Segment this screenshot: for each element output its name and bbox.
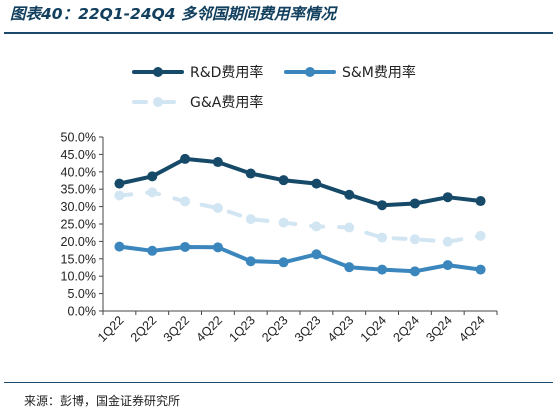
y-tick-label: 0.0% bbox=[68, 305, 97, 319]
data-point bbox=[278, 175, 289, 186]
legend: R&D费用率 S&M费用率 G&A费用率 bbox=[132, 64, 416, 111]
x-tick-label: 4Q24 bbox=[456, 313, 488, 345]
data-point bbox=[212, 242, 223, 253]
data-point bbox=[311, 178, 322, 189]
title-divider bbox=[4, 32, 553, 34]
series-line bbox=[117, 156, 483, 208]
x-axis: 1Q22 2Q22 3Q22 4Q22 1Q23 2Q23 3Q23 4Q23 1Q24 2Q24… bbox=[95, 310, 498, 345]
data-point bbox=[180, 153, 191, 164]
x-tick-label: 4Q22 bbox=[194, 313, 226, 345]
y-tick-label: 25.0% bbox=[61, 218, 96, 232]
data-point bbox=[311, 249, 322, 260]
x-tick-label: 2Q24 bbox=[391, 313, 423, 345]
data-point bbox=[147, 245, 158, 256]
data-point bbox=[114, 241, 125, 252]
data-point bbox=[344, 222, 355, 233]
y-tick-label: 10.0% bbox=[61, 270, 96, 284]
data-point bbox=[475, 196, 486, 207]
legend-label: S&M费用率 bbox=[342, 64, 416, 81]
legend-swatch-marker bbox=[305, 67, 315, 77]
data-point bbox=[278, 217, 289, 228]
source-divider bbox=[4, 382, 553, 383]
legend-swatch-marker bbox=[153, 97, 163, 107]
data-point bbox=[442, 236, 453, 247]
data-point bbox=[180, 241, 191, 252]
series-line bbox=[117, 190, 483, 244]
y-tick-label: 50.0% bbox=[61, 131, 96, 145]
data-point bbox=[278, 257, 289, 268]
y-tick-label: 15.0% bbox=[61, 252, 96, 266]
y-tick-label: 40.0% bbox=[61, 165, 96, 179]
data-point bbox=[147, 171, 158, 182]
x-tick-label: 3Q23 bbox=[292, 313, 324, 345]
data-point bbox=[212, 157, 223, 168]
series-group bbox=[114, 153, 486, 277]
data-point bbox=[245, 256, 256, 267]
x-tick-label: 2Q22 bbox=[128, 313, 160, 345]
series-line bbox=[117, 244, 483, 274]
data-point bbox=[245, 168, 256, 179]
y-tick-label: 30.0% bbox=[61, 200, 96, 214]
data-point bbox=[344, 262, 355, 273]
data-point bbox=[377, 200, 388, 211]
x-tick-label: 2Q23 bbox=[259, 313, 291, 345]
data-point bbox=[344, 189, 355, 200]
y-tick-label: 45.0% bbox=[61, 148, 96, 162]
legend-label: R&D费用率 bbox=[190, 64, 263, 81]
y-tick-label: 5.0% bbox=[68, 287, 97, 301]
data-point bbox=[409, 198, 420, 209]
y-axis: 0.0% 5.0% 10.0% 15.0% 20.0% 25.0% 30.0% 35.0% 40… bbox=[61, 131, 104, 319]
x-tick-label: 1Q23 bbox=[226, 313, 258, 345]
data-point bbox=[475, 230, 486, 241]
y-tick-label: 20.0% bbox=[61, 235, 96, 249]
data-point bbox=[442, 260, 453, 271]
source-note: 来源：彭博，国金证券研究所 bbox=[24, 394, 181, 408]
x-tick-label: 4Q23 bbox=[325, 313, 357, 345]
x-tick-label: 3Q22 bbox=[161, 313, 193, 345]
line-chart: R&D费用率 S&M费用率 G&A费用率 0.0% 5.0% 10.0% 15.0% 20.… bbox=[61, 64, 498, 345]
x-tick-label: 1Q22 bbox=[95, 313, 127, 345]
data-point bbox=[377, 232, 388, 243]
data-point bbox=[409, 266, 420, 277]
legend-label: G&A费用率 bbox=[190, 94, 263, 111]
y-tick-label: 35.0% bbox=[61, 183, 96, 197]
data-point bbox=[114, 178, 125, 189]
x-tick-label: 3Q24 bbox=[423, 313, 455, 345]
chart-title: 图表40：22Q1-24Q4 多邻国期间费用率情况 bbox=[10, 5, 336, 23]
data-point bbox=[147, 187, 158, 198]
data-point bbox=[212, 202, 223, 213]
data-point bbox=[409, 234, 420, 245]
data-point bbox=[245, 214, 256, 225]
data-point bbox=[442, 192, 453, 203]
data-point bbox=[114, 190, 125, 201]
x-tick-label: 1Q24 bbox=[358, 313, 390, 345]
data-point bbox=[180, 196, 191, 207]
data-point bbox=[377, 264, 388, 275]
data-point bbox=[475, 264, 486, 275]
legend-swatch-marker bbox=[153, 67, 163, 77]
data-point bbox=[311, 221, 322, 232]
